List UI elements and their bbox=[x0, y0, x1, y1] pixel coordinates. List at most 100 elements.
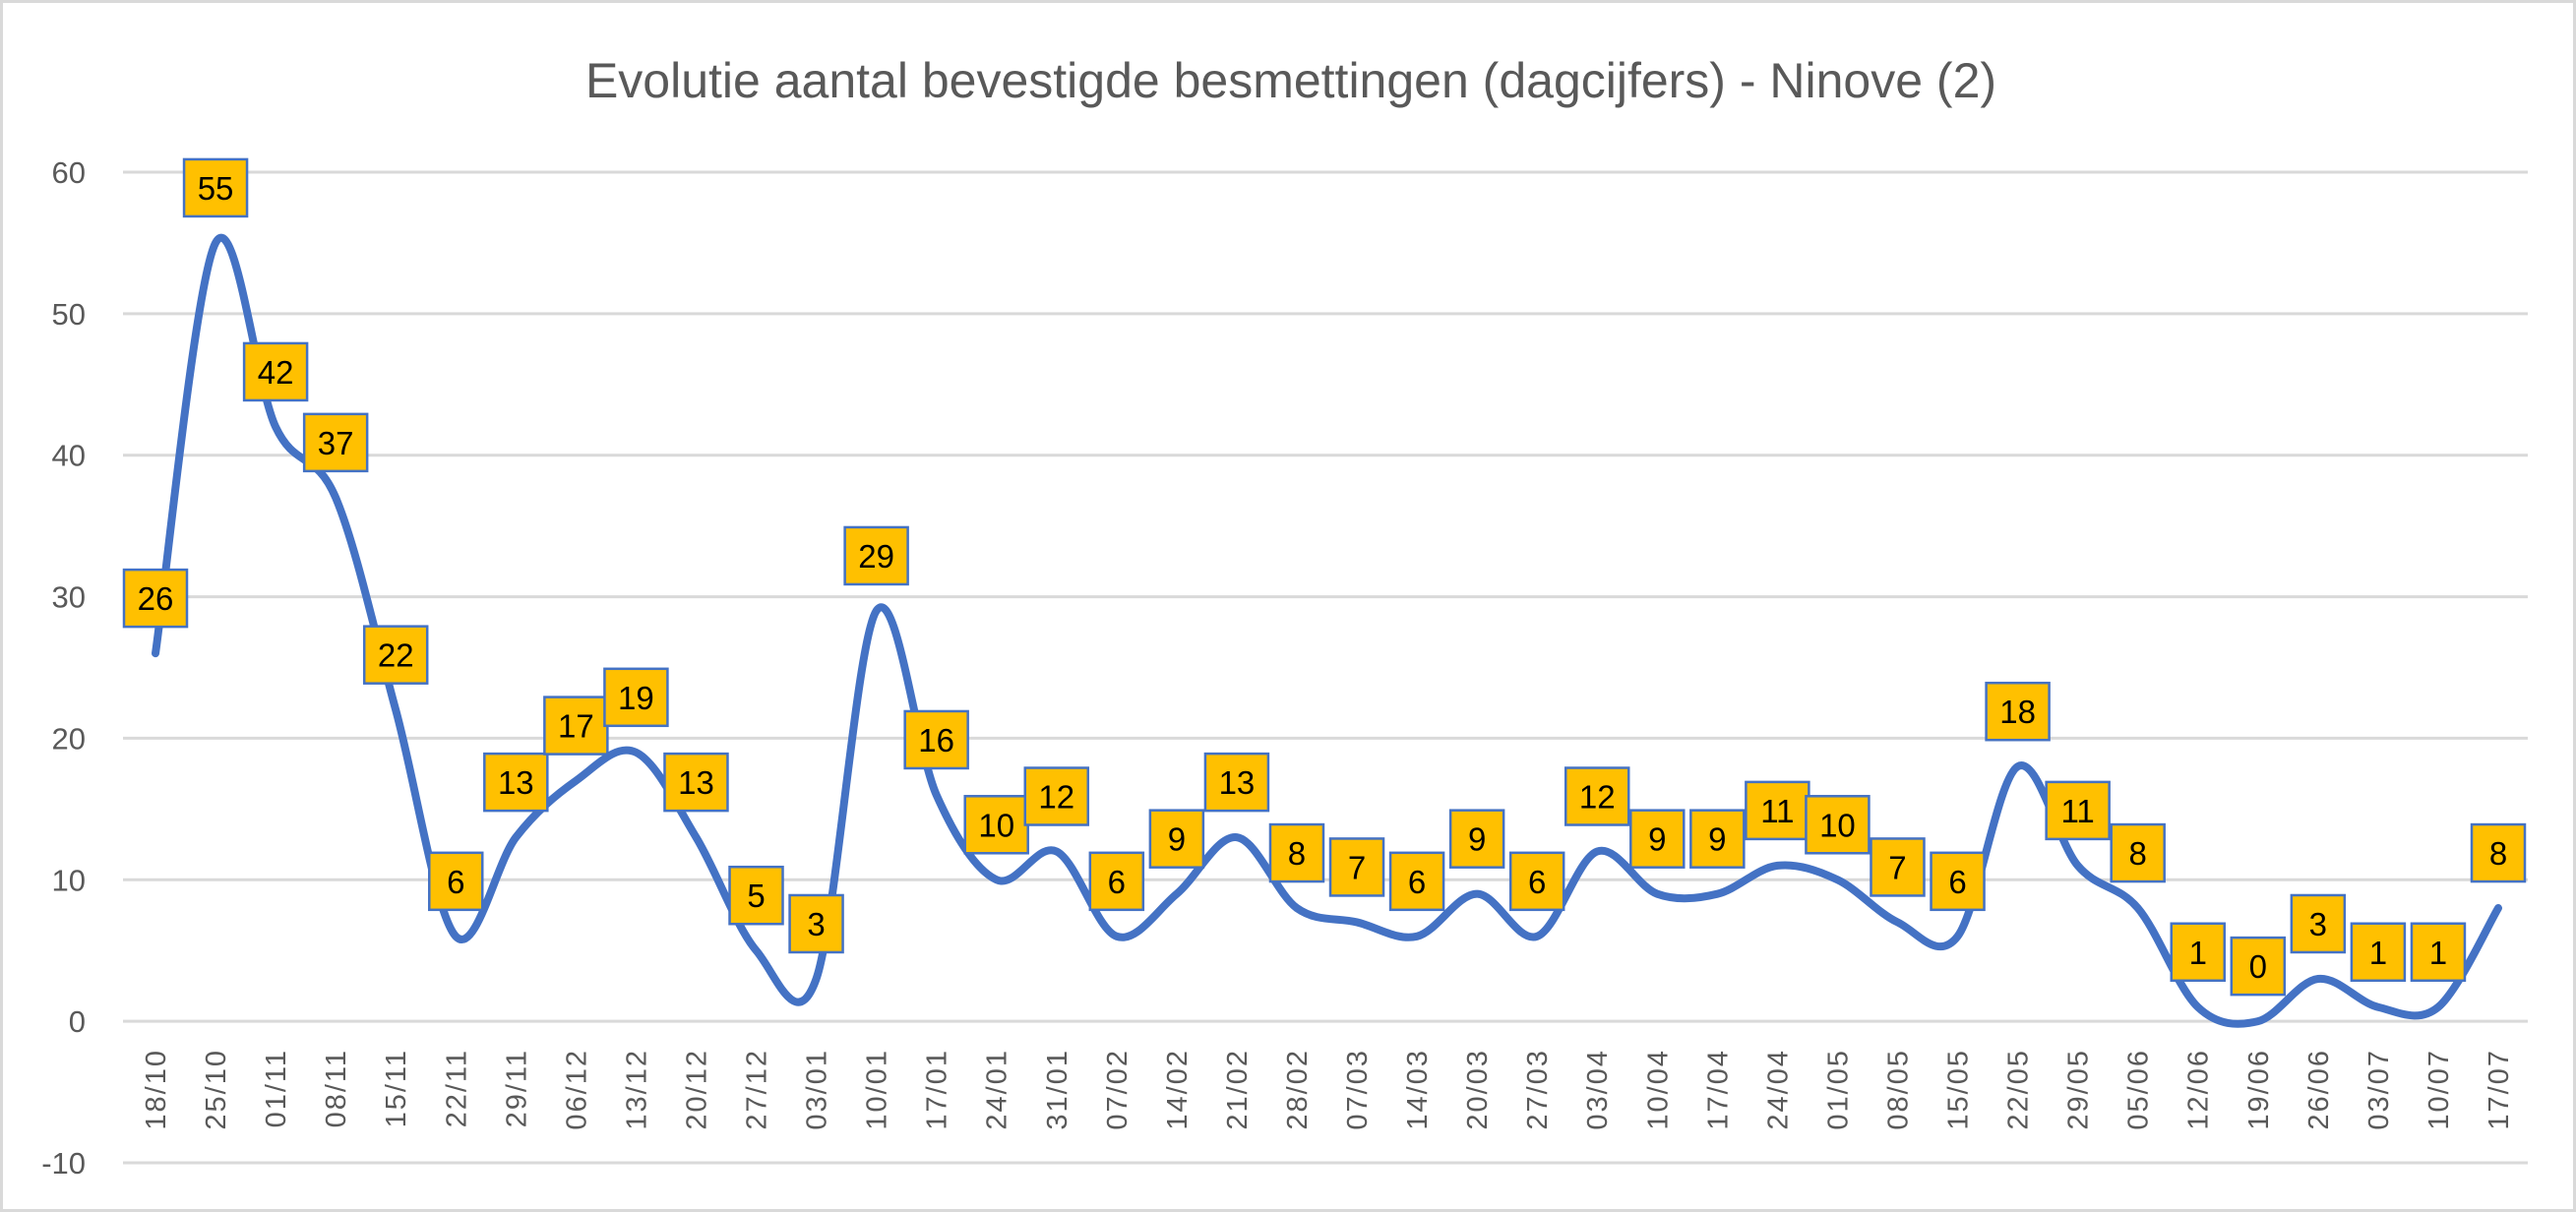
data-label: 10 bbox=[978, 807, 1014, 843]
x-tick-label: 24/01 bbox=[982, 1049, 1013, 1130]
data-label: 6 bbox=[1948, 864, 1966, 900]
data-label: 13 bbox=[678, 764, 714, 801]
data-label: 1 bbox=[2189, 935, 2207, 971]
y-tick-label: 40 bbox=[52, 439, 86, 473]
data-label-box bbox=[1805, 795, 1871, 855]
data-label: 8 bbox=[2129, 835, 2147, 872]
x-tick-label: 08/11 bbox=[321, 1049, 352, 1127]
x-tick-label: 25/10 bbox=[201, 1049, 232, 1130]
data-label-box bbox=[2110, 822, 2166, 883]
data-label: 11 bbox=[2061, 793, 2095, 829]
x-tick-label: 03/04 bbox=[1582, 1049, 1614, 1130]
x-tick-label: 17/04 bbox=[1702, 1049, 1734, 1130]
x-tick-label: 21/02 bbox=[1222, 1049, 1254, 1130]
x-tick-label: 20/03 bbox=[1462, 1049, 1494, 1130]
y-tick-label: 10 bbox=[52, 863, 86, 897]
y-tick-label: 60 bbox=[52, 155, 86, 190]
y-tick-label: 30 bbox=[52, 580, 86, 615]
x-tick-label: 27/03 bbox=[1522, 1049, 1554, 1130]
data-label: 16 bbox=[918, 722, 954, 758]
data-label: 6 bbox=[1528, 864, 1546, 900]
x-tick-label: 31/01 bbox=[1042, 1049, 1073, 1130]
x-tick-label: 20/12 bbox=[681, 1049, 712, 1130]
line-chart: Evolutie aantal bevestigde besmettingen … bbox=[41, 53, 2528, 1181]
x-tick-label: 15/11 bbox=[381, 1049, 412, 1127]
x-tick-label: 14/02 bbox=[1162, 1049, 1194, 1130]
data-label-box bbox=[2350, 922, 2407, 983]
x-tick-label: 10/04 bbox=[1642, 1049, 1674, 1130]
data-label-box bbox=[1023, 766, 1090, 826]
data-label: 26 bbox=[138, 580, 174, 617]
data-label: 9 bbox=[1168, 821, 1186, 858]
data-label: 29 bbox=[858, 538, 894, 575]
data-label-box bbox=[1448, 809, 1505, 869]
data-label-box bbox=[1088, 851, 1145, 912]
data-label-box bbox=[1629, 809, 1686, 869]
data-label: 9 bbox=[1648, 821, 1666, 858]
data-label: 18 bbox=[1999, 694, 2036, 730]
data-label: 9 bbox=[1708, 821, 1726, 858]
data-label: 0 bbox=[2249, 948, 2267, 985]
x-tick-label: 29/05 bbox=[2063, 1049, 2095, 1130]
data-label: 22 bbox=[378, 637, 414, 674]
x-tick-label: 10/01 bbox=[862, 1049, 893, 1130]
data-label: 8 bbox=[2489, 835, 2507, 872]
data-label-box bbox=[1870, 837, 1926, 897]
data-label: 8 bbox=[1288, 835, 1306, 872]
data-label: 3 bbox=[807, 906, 825, 942]
x-tick-label: 03/07 bbox=[2363, 1049, 2395, 1130]
data-label: 1 bbox=[2369, 935, 2387, 971]
data-label: 6 bbox=[1108, 864, 1126, 900]
data-label-box bbox=[2410, 922, 2467, 983]
data-label: 3 bbox=[2309, 906, 2327, 942]
data-label: 12 bbox=[1038, 779, 1074, 816]
data-label: 10 bbox=[1819, 807, 1856, 843]
data-label-box bbox=[1930, 851, 1986, 912]
data-label: 19 bbox=[618, 680, 654, 716]
data-label-box bbox=[2045, 780, 2111, 841]
data-label-box bbox=[843, 525, 909, 586]
data-label: 7 bbox=[1348, 849, 1366, 885]
data-label-box bbox=[483, 752, 549, 813]
data-label-box bbox=[543, 696, 609, 756]
data-label: 5 bbox=[747, 878, 765, 914]
data-label-box bbox=[728, 865, 784, 926]
x-tick-label: 12/06 bbox=[2183, 1049, 2215, 1130]
x-tick-label: 07/02 bbox=[1102, 1049, 1134, 1130]
data-label-box bbox=[1328, 837, 1385, 897]
x-tick-label: 29/11 bbox=[501, 1049, 532, 1127]
x-tick-label: 15/05 bbox=[1943, 1049, 1975, 1130]
x-tick-label: 22/11 bbox=[441, 1049, 472, 1127]
data-label-box bbox=[428, 851, 484, 912]
data-label-box bbox=[362, 625, 429, 685]
data-label-box bbox=[1564, 766, 1630, 826]
data-label: 37 bbox=[318, 425, 354, 461]
data-label-box bbox=[2230, 936, 2287, 997]
data-label: 13 bbox=[1219, 764, 1256, 801]
x-tick-label: 01/11 bbox=[261, 1049, 292, 1127]
y-tick-label: -10 bbox=[41, 1146, 86, 1181]
data-label-box bbox=[603, 667, 669, 728]
data-label: 6 bbox=[447, 864, 464, 900]
data-label-box bbox=[963, 795, 1029, 855]
x-tick-label: 24/04 bbox=[1762, 1049, 1794, 1130]
data-label-box bbox=[1203, 752, 1270, 813]
x-tick-label: 22/05 bbox=[2003, 1049, 2035, 1130]
y-tick-label: 50 bbox=[52, 297, 86, 332]
data-label-box bbox=[2290, 893, 2347, 954]
data-label: 12 bbox=[1579, 779, 1616, 816]
data-label: 42 bbox=[258, 354, 294, 391]
data-label-box bbox=[1148, 809, 1205, 869]
data-label: 7 bbox=[1888, 849, 1906, 885]
data-label: 55 bbox=[198, 170, 234, 207]
x-tick-label: 10/07 bbox=[2423, 1049, 2455, 1130]
data-label-box bbox=[1268, 822, 1325, 883]
data-label: 11 bbox=[1760, 793, 1794, 829]
x-tick-label: 17/01 bbox=[922, 1049, 953, 1130]
x-tick-label: 26/06 bbox=[2303, 1049, 2335, 1130]
data-label-box bbox=[302, 412, 369, 473]
x-tick-label: 05/06 bbox=[2123, 1049, 2155, 1130]
x-tick-label: 18/10 bbox=[141, 1049, 172, 1130]
data-label-box bbox=[2170, 922, 2226, 983]
